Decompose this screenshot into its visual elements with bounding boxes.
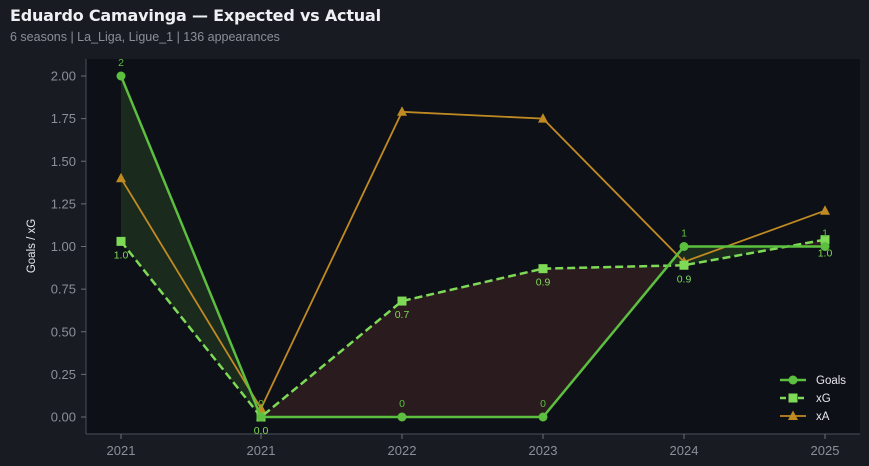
legend-label-xg: xG <box>816 393 831 405</box>
x-tick-label: 2023 <box>529 443 558 458</box>
goals-marker <box>256 412 266 422</box>
goals-value-label: 1 <box>681 228 687 240</box>
x-tick-label: 2022 <box>388 443 417 458</box>
xg-marker <box>538 264 548 274</box>
x-tick-label: 2025 <box>811 443 840 458</box>
circle-marker-icon <box>788 375 798 385</box>
goals-value-label: 1 <box>822 228 828 240</box>
xg-value-label: 0.0 <box>254 425 269 437</box>
goals-value-label: 2 <box>118 57 124 69</box>
data-labels: 2 0 0 0 1 1 1.0 0.0 0.7 0.9 0.9 1.0 <box>114 57 833 437</box>
xg-value-label: 0.7 <box>395 309 410 321</box>
xa-line <box>120 110 826 411</box>
xa-marker <box>116 172 126 183</box>
legend-item-xa[interactable]: xA <box>780 410 830 424</box>
legend: Goals xG xA <box>780 375 846 423</box>
chart-subtitle: 6 seasons | La_Liga, Ligue_1 | 136 appea… <box>10 30 280 44</box>
goals-marker <box>397 412 407 422</box>
xg-value-label: 0.9 <box>677 273 692 285</box>
xa-marker <box>820 205 830 215</box>
legend-item-goals[interactable]: Goals <box>780 375 846 387</box>
y-tick-label: 0.50 <box>51 324 76 339</box>
y-tick-label: 0.00 <box>51 410 76 425</box>
legend-label-goals: Goals <box>816 375 846 387</box>
y-tick-label: 1.25 <box>51 196 76 211</box>
triangle-marker-icon <box>788 410 798 420</box>
goals-marker <box>820 242 830 251</box>
goals-value-label: 0 <box>399 398 405 410</box>
xg-marker <box>820 235 830 245</box>
goals-marker <box>538 412 548 422</box>
goals-line <box>119 75 825 419</box>
y-axis: 0.00 0.25 0.50 0.75 1.00 1.25 1.50 1.75 2.00 <box>51 59 87 434</box>
xg-value-label: 0.9 <box>536 277 551 289</box>
y-tick-label: 2.00 <box>51 69 76 84</box>
x-tick-label: 2024 <box>670 443 699 458</box>
xa-marker <box>397 106 407 116</box>
goals-marker <box>679 242 689 251</box>
square-marker-icon <box>788 393 798 403</box>
y-tick-label: 1.50 <box>51 154 76 169</box>
goals-marker <box>116 71 126 81</box>
y-tick-label: 1.75 <box>51 111 76 126</box>
goals-value-label: 0 <box>540 398 546 410</box>
xa-marker <box>538 113 548 123</box>
legend-item-xg[interactable]: xG <box>780 393 831 405</box>
goals-value-label: 0 <box>258 398 264 410</box>
y-tick-label: 1.00 <box>51 239 76 254</box>
xg-line <box>120 238 826 419</box>
x-tick-label: 2021 <box>107 443 136 458</box>
y-tick-label: 0.25 <box>51 367 76 382</box>
x-tick-label: 2021 <box>247 443 276 458</box>
xg-value-label: 1.0 <box>114 249 129 261</box>
x-axis: 2021 2021 2022 2023 2024 2025 <box>86 433 860 458</box>
series-lines <box>116 71 830 422</box>
xg-value-label: 1.0 <box>818 248 833 260</box>
y-tick-label: 0.75 <box>51 282 76 297</box>
chart-title: Eduardo Camavinga — Expected vs Actual <box>10 6 381 25</box>
y-axis-label: Goals / xG <box>26 219 38 273</box>
legend-label-xa: xA <box>816 411 830 423</box>
xg-marker <box>116 236 126 246</box>
xg-marker <box>679 260 689 270</box>
xg-marker <box>397 296 407 306</box>
